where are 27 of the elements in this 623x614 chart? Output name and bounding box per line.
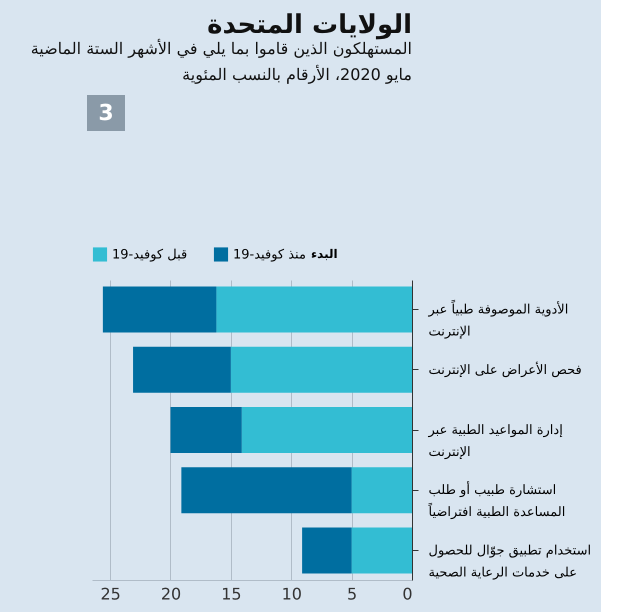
x-tick-label: 20 [160, 584, 182, 604]
text: 3 [98, 101, 114, 126]
bar [242, 407, 412, 453]
bar [352, 467, 412, 514]
chart-title: الولايات المتحدة [207, 10, 412, 40]
x-tick-label: 25 [100, 584, 121, 604]
bar [133, 346, 231, 393]
y-tick-label: استشارة طبيب أو طلب المساعدة الطبية افتراضياً [428, 481, 566, 520]
x-tick-label: 5 [347, 584, 358, 604]
y-tick-label: استخدام تطبيق جوّال للحصول على خدمات الرعاية الصحية [428, 543, 592, 580]
bar [102, 286, 216, 333]
x-tick-label: 15 [221, 584, 242, 604]
x-tick-label: 10 [282, 584, 302, 604]
bar [170, 407, 242, 453]
bar [352, 527, 412, 574]
x-tick-label: 0 [402, 584, 412, 604]
chart-subtitle: المستهلكون الذين قاموا بما يلي في الأشهر الستة الماضية مايو 2020، الأرقام بالنسب المئوية [30, 38, 412, 84]
legend-label: منذ كوفيد-19 [233, 247, 306, 262]
bar [302, 527, 352, 574]
bar [230, 346, 412, 393]
y-tick-label: الأدوية الموصوفة طبياً عبر الإنترنت [428, 300, 568, 340]
bar [181, 467, 352, 514]
legend-title: البدء [311, 247, 338, 261]
bar [216, 286, 412, 333]
legend-label: قبل كوفيد-19 [112, 247, 188, 262]
y-tick-label: فحص الأعراض على الإنترنت [428, 360, 582, 378]
y-tick-label: إدارة المواعيد الطبية عبر الإنترنت [428, 423, 563, 460]
